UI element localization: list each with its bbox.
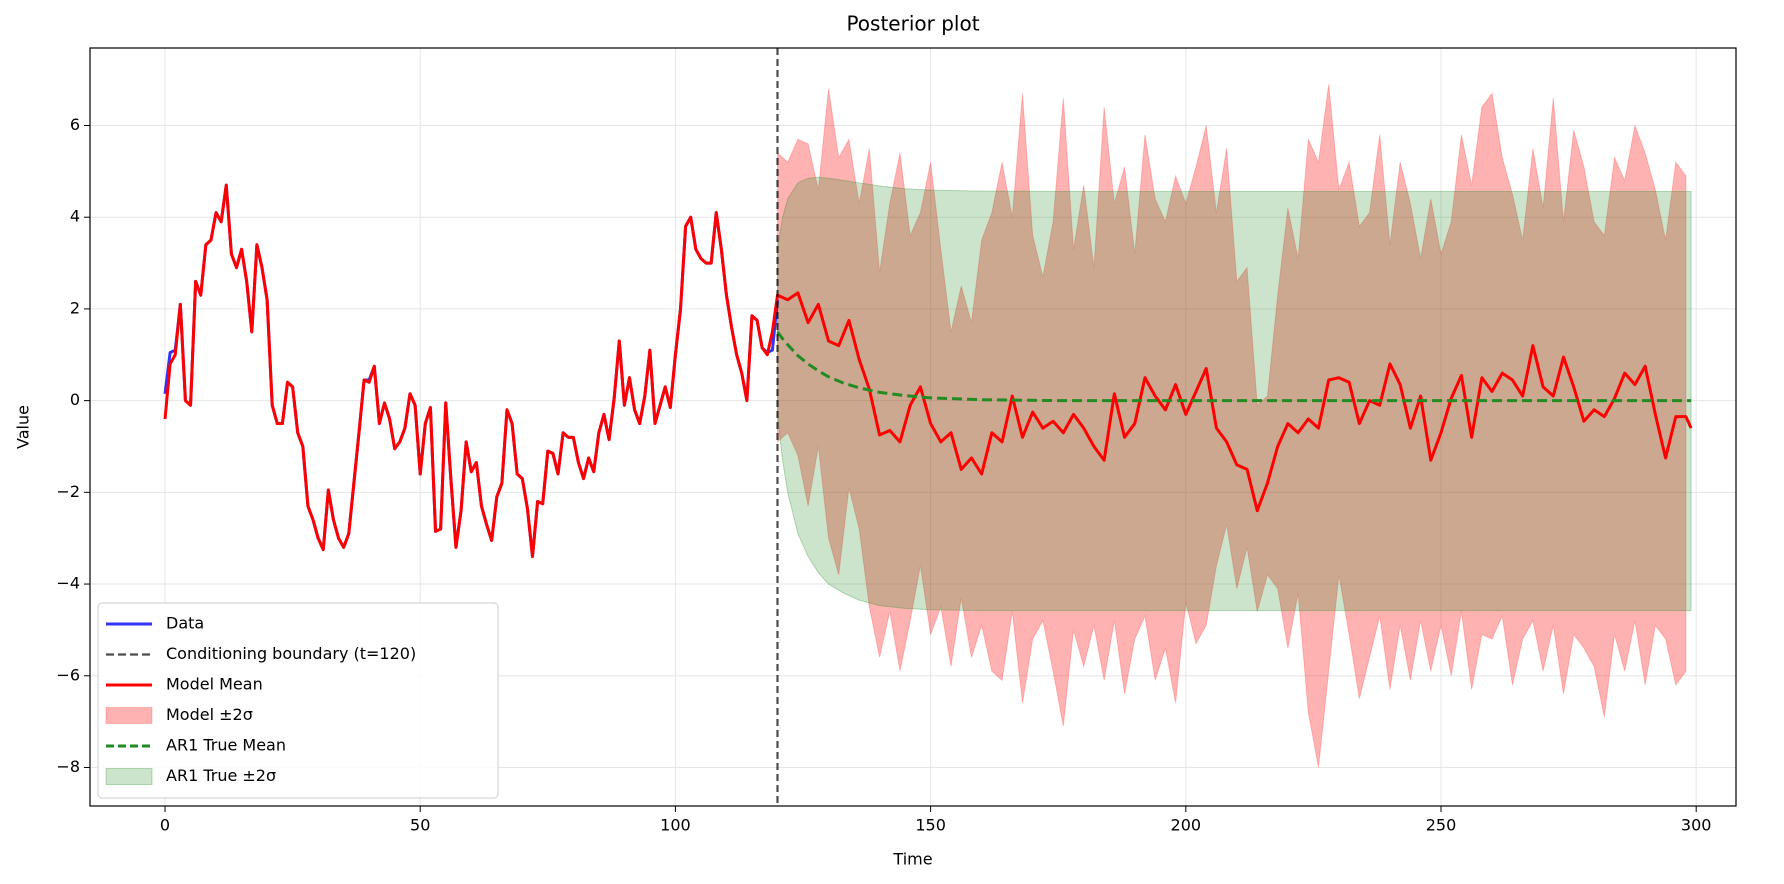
chart-title: Posterior plot <box>846 12 979 36</box>
grid <box>90 48 1736 806</box>
band-area <box>776 84 1687 768</box>
x-tick-label: 100 <box>660 816 691 835</box>
series-line <box>163 183 1693 559</box>
legend-box <box>97 602 499 799</box>
y-tick-label: 6 <box>70 115 80 134</box>
x-tick-label: 50 <box>410 816 430 835</box>
x-tick-label: 200 <box>1171 816 1202 835</box>
y-tick-label: −8 <box>56 757 80 776</box>
y-axis-label: Value <box>14 405 33 449</box>
y-tick-label: −6 <box>56 665 80 684</box>
legend: Data Conditioning boundary (t=120) Model M… <box>97 602 499 799</box>
y-tick-label: 4 <box>70 207 80 226</box>
plot-area <box>163 48 1693 806</box>
axes: 0 50 100 150 200 250 300 −8 −6 −4 −2 0 2 4 6 <box>56 115 1711 835</box>
y-tick-label: 2 <box>70 298 80 317</box>
legend-swatch <box>105 768 153 785</box>
legend-label: Conditioning boundary (t=120) <box>166 644 416 663</box>
y-tick-label: 0 <box>70 390 80 409</box>
legend-label: Model ±2σ <box>166 705 253 724</box>
x-tick-label: 0 <box>160 816 170 835</box>
axes-frame <box>89 47 1737 807</box>
legend-label: AR1 True Mean <box>166 736 286 755</box>
legend-swatch <box>105 707 153 724</box>
legend-label: Data <box>166 614 204 633</box>
legend-label: Model Mean <box>166 675 263 694</box>
y-tick-label: −2 <box>56 482 80 501</box>
x-tick-label: 150 <box>915 816 946 835</box>
legend-label: AR1 True ±2σ <box>166 766 276 785</box>
band-area <box>776 176 1692 612</box>
y-tick-label: −4 <box>56 574 80 593</box>
x-tick-label: 250 <box>1426 816 1457 835</box>
x-tick-label: 300 <box>1681 816 1712 835</box>
x-axis-label: Time <box>892 850 932 869</box>
